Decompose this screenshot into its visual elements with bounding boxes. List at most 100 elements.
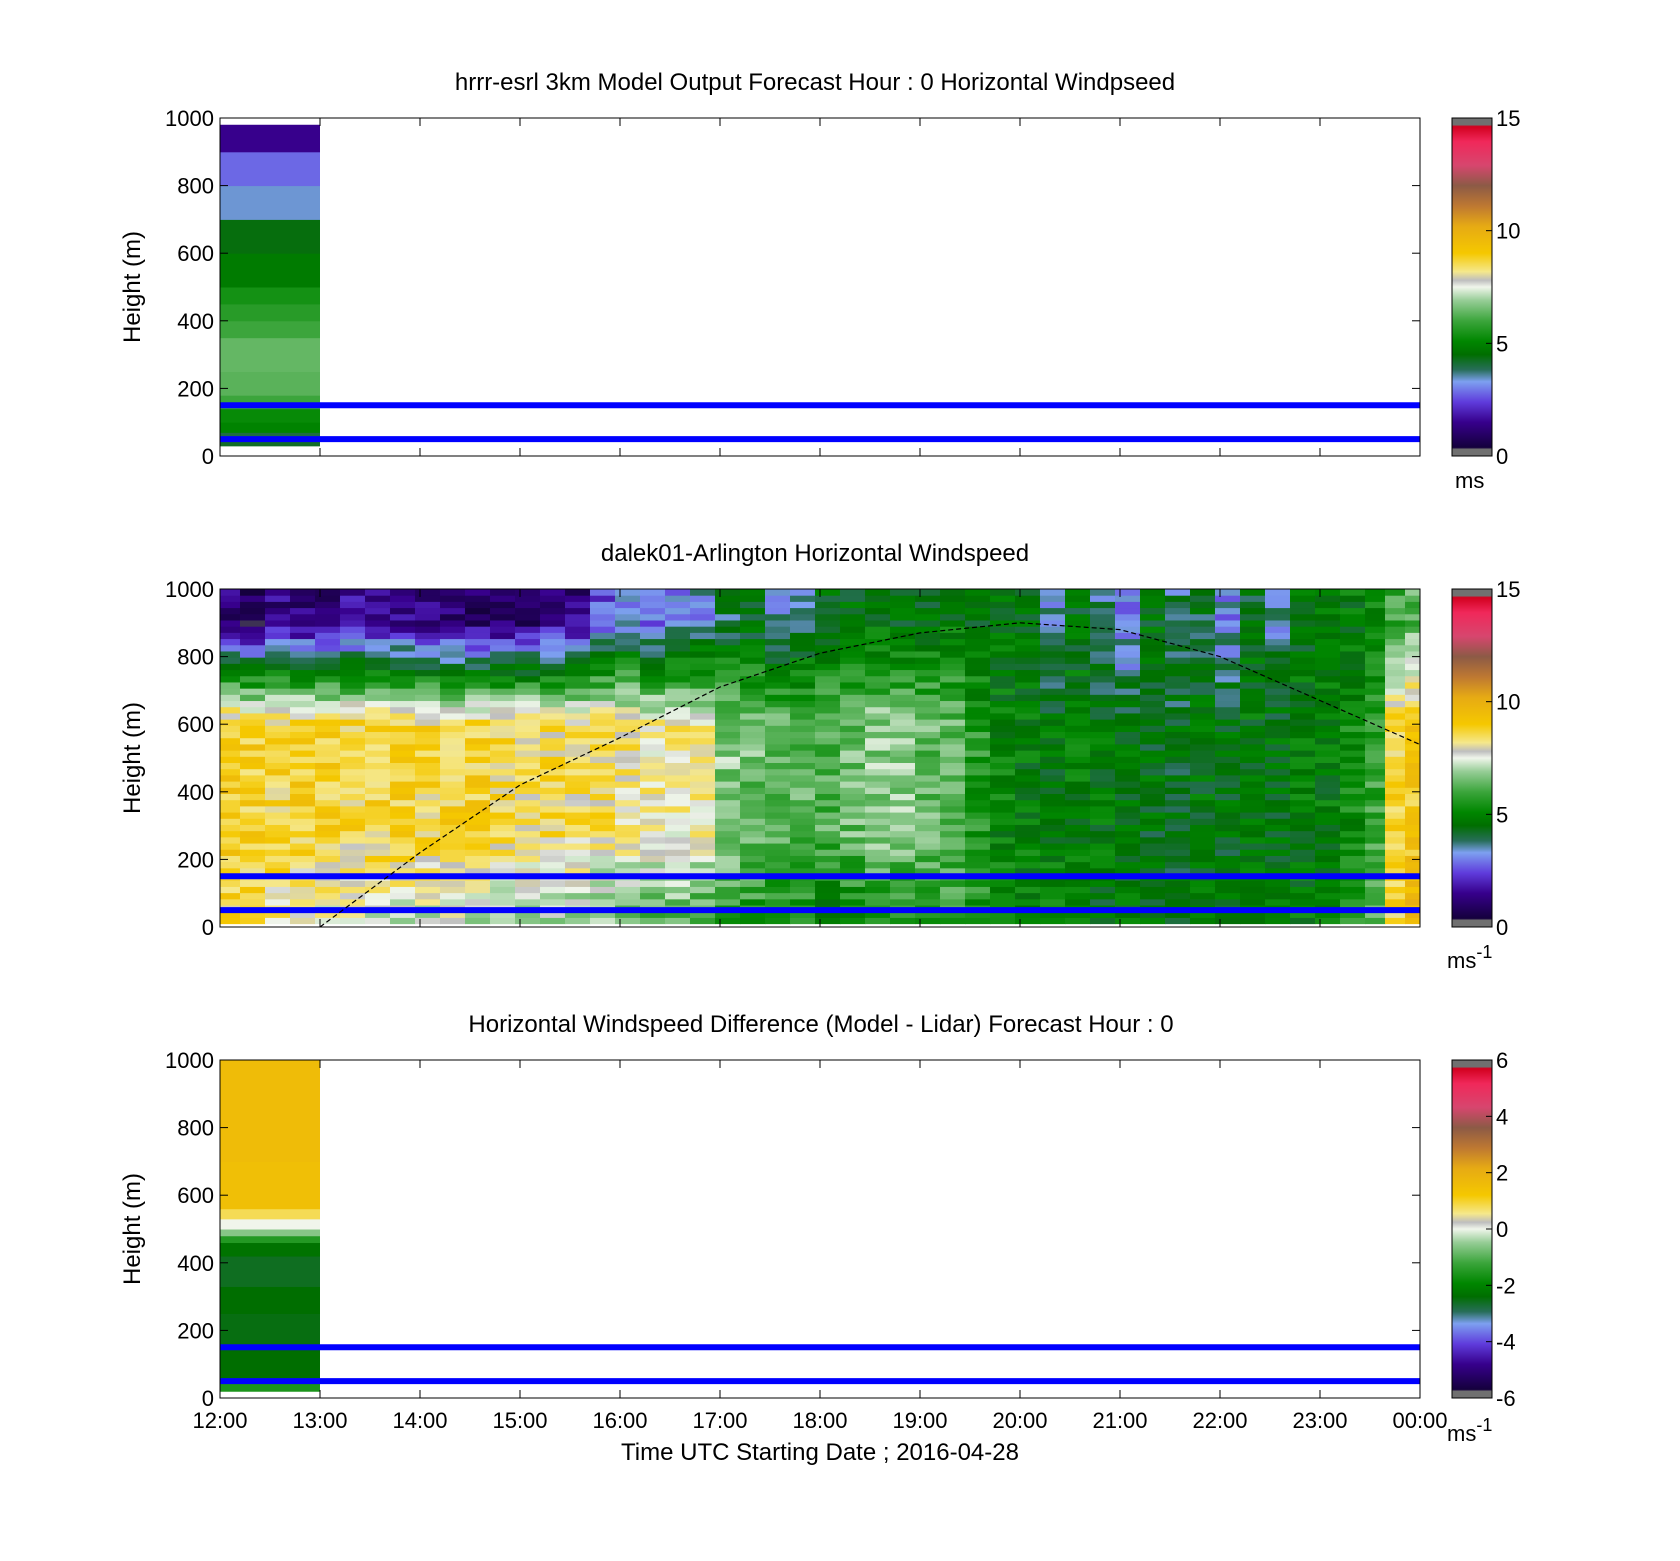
- heatmap-cell: [1215, 619, 1241, 627]
- heatmap-cell: [515, 638, 541, 646]
- heatmap-cell: [640, 836, 666, 844]
- heatmap-cell: [615, 756, 641, 764]
- heatmap-cell: [540, 688, 566, 695]
- heatmap-cell: [965, 669, 991, 677]
- heatmap-cell: [1040, 743, 1066, 751]
- heatmap-cell: [915, 855, 941, 863]
- heatmap-cell: [1290, 719, 1316, 726]
- heatmap-cell: [1065, 626, 1091, 633]
- heatmap-cell: [1215, 650, 1241, 658]
- colorbar-tick-label: 15: [1496, 577, 1520, 602]
- heatmap-cell: [890, 694, 916, 702]
- heatmap-cell: [390, 781, 416, 788]
- heatmap-cell: [465, 681, 491, 689]
- heatmap-cell: [1165, 911, 1191, 918]
- heatmap-cell: [415, 601, 441, 609]
- heatmap-cell: [915, 601, 941, 609]
- heatmap-cell: [1090, 867, 1116, 875]
- heatmap-cell: [565, 743, 591, 751]
- heatmap-cell: [390, 843, 416, 850]
- heatmap-cell: [1365, 824, 1386, 832]
- heatmap-cell: [1215, 824, 1241, 832]
- heatmap-cell: [1140, 793, 1166, 801]
- heatmap-cell: [1215, 737, 1241, 745]
- heatmap-cell: [415, 886, 441, 894]
- heatmap-cell: [615, 607, 641, 615]
- heatmap-cell: [1090, 589, 1116, 596]
- heatmap-cell: [1165, 601, 1191, 609]
- heatmap-cell: [640, 619, 666, 627]
- heatmap-cell: [1215, 855, 1241, 863]
- heatmap-cell: [1015, 719, 1041, 726]
- heatmap-cell: [915, 812, 941, 819]
- heatmap-cell: [1165, 855, 1191, 863]
- heatmap-cell: [515, 799, 541, 807]
- heatmap-cell: [365, 731, 391, 739]
- heatmap-cell: [1365, 589, 1386, 596]
- heatmap-cell: [865, 613, 891, 621]
- heatmap-cell: [815, 719, 841, 726]
- heatmap-cell: [690, 787, 716, 794]
- heatmap-cell: [1405, 799, 1421, 807]
- heatmap-cell: [965, 855, 991, 863]
- heatmap-cell: [1115, 619, 1141, 627]
- heatmap-cell: [790, 849, 816, 856]
- heatmap-cell: [665, 712, 691, 720]
- heatmap-cell: [990, 632, 1016, 640]
- heatmap-cell: [1190, 824, 1216, 832]
- heatmap-cell: [1090, 688, 1116, 695]
- heatmap-cell: [1090, 843, 1116, 850]
- heatmap-cell: [640, 725, 666, 733]
- heatmap-cell: [515, 768, 541, 776]
- heatmap-cell: [365, 607, 391, 615]
- heatmap-cell: [815, 700, 841, 708]
- heatmap-cell: [765, 607, 791, 615]
- heatmap-cell: [1290, 880, 1316, 887]
- heatmap-cell: [740, 595, 766, 602]
- heatmap-cell: [640, 911, 666, 918]
- heatmap-cell: [1040, 712, 1066, 720]
- heatmap-cell: [540, 799, 566, 807]
- heatmap-cell: [890, 688, 916, 695]
- heatmap-cell: [1090, 595, 1116, 602]
- heatmap-cell: [740, 824, 766, 832]
- heatmap-cell: [340, 750, 366, 757]
- heatmap-cell: [1040, 892, 1066, 900]
- heatmap-cell: [1365, 644, 1386, 652]
- heatmap-cell: [890, 855, 916, 863]
- heatmap-cell: [240, 843, 266, 850]
- heatmap-cell: [1385, 731, 1406, 739]
- heatmap-cell: [1015, 911, 1041, 918]
- heatmap-cell: [415, 750, 441, 757]
- heatmap-cell: [1015, 743, 1041, 751]
- heatmap-cell: [240, 669, 266, 677]
- heatmap-cell: [1115, 681, 1141, 689]
- heatmap-cell: [515, 892, 541, 900]
- heatmap-cell: [1265, 812, 1291, 819]
- heatmap-cell: [1340, 650, 1366, 658]
- heatmap-cell: [865, 663, 891, 671]
- heatmap-cell: [840, 830, 866, 838]
- heatmap-cell: [1115, 886, 1141, 894]
- heatmap-cell: [515, 836, 541, 844]
- heatmap-cell: [1040, 626, 1066, 633]
- heatmap-cell: [365, 644, 391, 652]
- heatmap-cell: [840, 589, 866, 596]
- heatmap-cell: [915, 843, 941, 850]
- heatmap-cell: [515, 781, 541, 788]
- heatmap-cell: [865, 880, 891, 887]
- heatmap-cell: [1040, 607, 1066, 615]
- heatmap-cell: [665, 694, 691, 702]
- heatmap-cell: [240, 712, 266, 720]
- heatmap-cell: [390, 737, 416, 745]
- heatmap-cell: [290, 836, 316, 844]
- heatmap-cell: [1165, 725, 1191, 733]
- heatmap-cell: [940, 675, 966, 683]
- heatmap-cell: [415, 799, 441, 807]
- heatmap-cell: [1240, 737, 1266, 745]
- heatmap-cell: [1240, 626, 1266, 633]
- heatmap-cell: [790, 743, 816, 751]
- heatmap-cell: [1140, 694, 1166, 702]
